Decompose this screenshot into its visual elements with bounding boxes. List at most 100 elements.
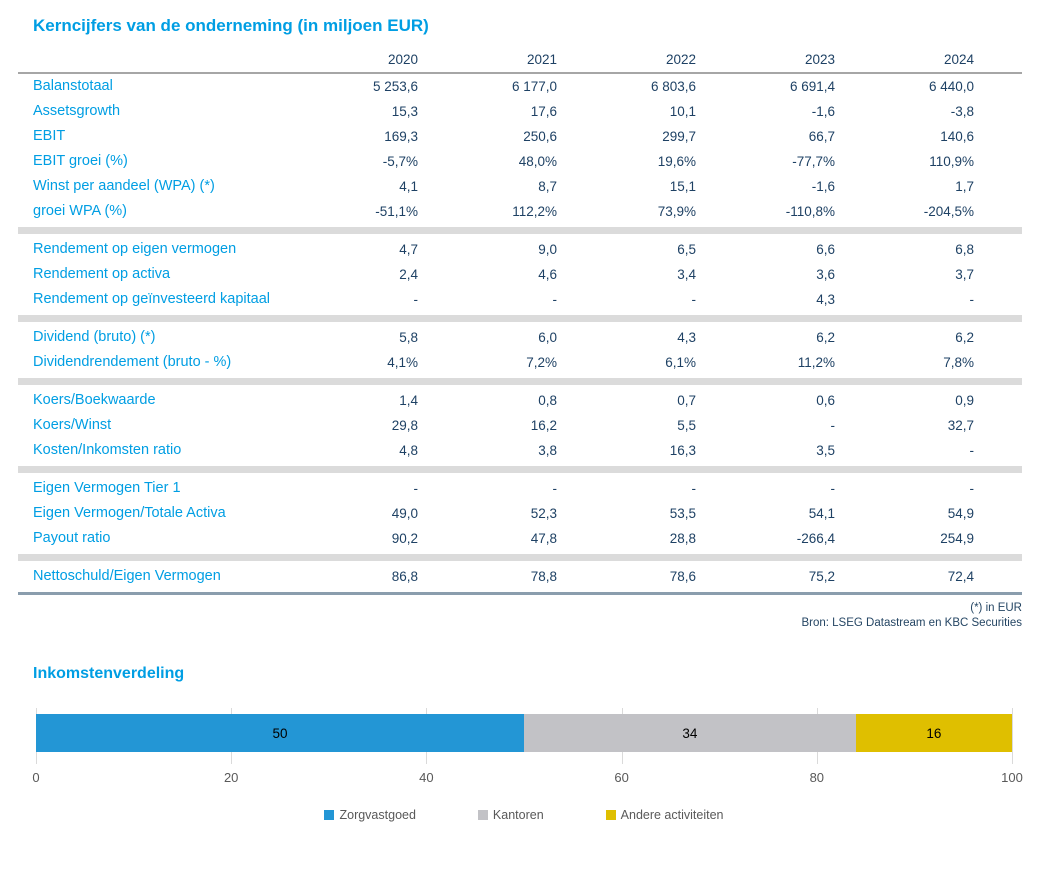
year-header-cell: 2023 [804, 52, 835, 67]
year-header-cell: 2021 [526, 52, 557, 67]
cell-value: -1,6 [811, 179, 835, 194]
cell-value: - [830, 481, 836, 496]
cell-value: 8,7 [538, 179, 557, 194]
report-page: Kerncijfers van de onderneming (in miljo… [0, 16, 1052, 822]
section-separator [18, 466, 1022, 473]
table-row: Rendement op activa 2,4 4,6 3,4 3,6 3,7 [18, 262, 1022, 287]
segment-value-label: 50 [272, 725, 288, 741]
year-header-cell: 2022 [665, 52, 696, 67]
cell-value: - [830, 418, 836, 433]
cell-value: 110,9% [929, 154, 974, 169]
cell-value: 1,4 [399, 393, 418, 408]
row-label: Koers/Boekwaarde [33, 392, 156, 408]
cell-value: 6,1% [665, 355, 696, 370]
row-label: Dividend (bruto) (*) [33, 329, 156, 345]
cell-value: 7,2% [526, 355, 557, 370]
cell-value: 6,0 [538, 330, 557, 345]
legend-item: Kantoren [477, 808, 544, 822]
cell-value: 78,6 [669, 569, 696, 584]
cell-value: 9,0 [538, 242, 557, 257]
cell-value: 75,2 [808, 569, 835, 584]
table-row: EBIT 169,3 250,6 299,7 66,7 140,6 [18, 124, 1022, 149]
x-tick-label: 0 [32, 770, 40, 785]
cell-value: 6 440,0 [928, 79, 974, 94]
bar-segment: 16 [855, 714, 1012, 752]
table-row: Dividend (bruto) (*) 5,8 6,0 4,3 6,2 6,2 [18, 325, 1022, 350]
row-label: Assetsgrowth [33, 103, 121, 119]
cell-value: 5,8 [399, 330, 418, 345]
table-row: Eigen Vermogen/Totale Activa 49,0 52,3 53,5… [18, 501, 1022, 526]
cell-value: - [969, 443, 975, 458]
cell-value: 54,9 [947, 506, 974, 521]
segment-value-label: 34 [682, 725, 698, 741]
cell-value: -204,5% [923, 204, 974, 219]
cell-value: 5 253,6 [372, 79, 418, 94]
table-row: Koers/Boekwaarde 1,4 0,8 0,7 0,6 0,9 [18, 388, 1022, 413]
cell-value: 169,3 [384, 129, 418, 144]
cell-value: 49,0 [391, 506, 418, 521]
cell-value: 4,3 [677, 330, 696, 345]
table-row: Eigen Vermogen Tier 1 - - - - - [18, 476, 1022, 501]
cell-value: 28,8 [669, 531, 696, 546]
cell-value: 78,8 [530, 569, 557, 584]
table-row: EBIT groei (%) -5,7% 48,0% 19,6% -77,7% 110,9… [18, 149, 1022, 174]
x-tick-label: 60 [614, 770, 629, 785]
row-label: Balanstotaal [33, 78, 113, 94]
table-row: Nettoschuld/Eigen Vermogen 86,8 78,8 78,6 75… [18, 564, 1022, 589]
table-row: groei WPA (%) -51,1% 112,2% 73,9% -110,8% -20… [18, 199, 1022, 224]
year-header-spacer [18, 58, 279, 62]
legend-label: Andere activiteiten [620, 808, 724, 822]
cell-value: 250,6 [523, 129, 557, 144]
cell-value: 140,6 [940, 129, 974, 144]
cell-value: 53,5 [669, 506, 696, 521]
cell-value: 48,0% [518, 154, 557, 169]
cell-value: -5,7% [382, 154, 418, 169]
cell-value: 4,6 [538, 267, 557, 282]
cell-value: 16,3 [669, 443, 696, 458]
year-header-row: 2020 2021 2022 2023 2024 [18, 52, 1022, 67]
cell-value: 4,1% [387, 355, 418, 370]
cell-value: 4,3 [816, 292, 835, 307]
cell-value: - [691, 481, 697, 496]
cell-value: 0,6 [816, 393, 835, 408]
cell-value: 16,2 [530, 418, 557, 433]
cell-value: 11,2% [797, 355, 835, 370]
cell-value: 52,3 [530, 506, 557, 521]
page-title: Kerncijfers van de onderneming (in miljo… [33, 16, 429, 35]
bar-segment: 34 [524, 714, 856, 752]
table-row: Rendement op geïnvesteerd kapitaal - - - 4,3… [18, 287, 1022, 312]
cell-value: - [969, 481, 975, 496]
cell-value: 72,4 [947, 569, 974, 584]
cell-value: -1,6 [811, 104, 835, 119]
section-separator [18, 378, 1022, 385]
x-tick-label: 40 [419, 770, 434, 785]
cell-value: 73,9% [657, 204, 696, 219]
legend-swatch [477, 810, 488, 820]
row-label: Nettoschuld/Eigen Vermogen [33, 568, 221, 584]
footnote-in-eur: (*) in EUR [970, 602, 1022, 614]
cell-value: 29,8 [391, 418, 418, 433]
table-row: Winst per aandeel (WPA) (*) 4,1 8,7 15,1 -1,… [18, 174, 1022, 199]
legend-label: Kantoren [492, 808, 544, 822]
cell-value: 6,2 [955, 330, 974, 345]
cell-value: - [691, 292, 697, 307]
x-tick-label: 20 [223, 770, 239, 785]
row-label: Eigen Vermogen/Totale Activa [33, 505, 226, 521]
row-label: Payout ratio [33, 530, 111, 546]
row-label: Koers/Winst [33, 417, 112, 433]
segment-value-label: 16 [926, 725, 942, 741]
cell-value: - [552, 481, 558, 496]
cell-value: 19,6% [657, 154, 696, 169]
cell-value: 6,2 [816, 330, 835, 345]
legend-label: Zorgvastgoed [339, 808, 416, 822]
cell-value: 3,4 [677, 267, 696, 282]
cell-value: 86,8 [391, 569, 418, 584]
row-label: Kosten/Inkomsten ratio [33, 442, 182, 458]
cell-value: 4,8 [399, 443, 418, 458]
cell-value: 6,5 [677, 242, 696, 257]
cell-value: 7,8% [943, 355, 974, 370]
cell-value: 3,7 [955, 267, 974, 282]
cell-value: 299,7 [662, 129, 696, 144]
cell-value: 6 177,0 [511, 79, 557, 94]
cell-value: - [969, 292, 975, 307]
